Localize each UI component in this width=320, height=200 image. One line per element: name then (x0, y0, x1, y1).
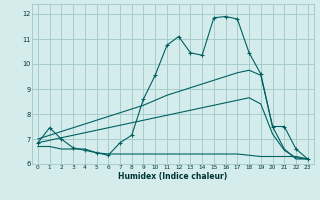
X-axis label: Humidex (Indice chaleur): Humidex (Indice chaleur) (118, 172, 228, 181)
